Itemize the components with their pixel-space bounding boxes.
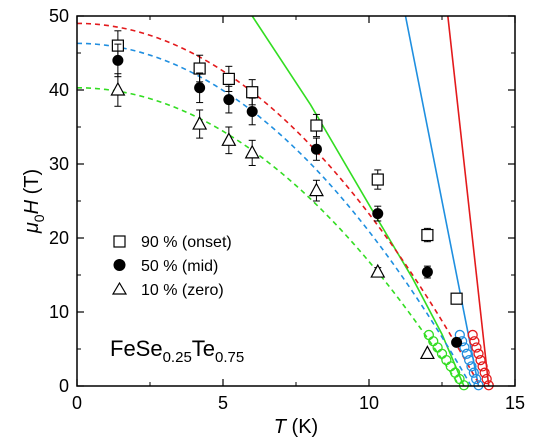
zero-point xyxy=(419,345,435,360)
y-tick-label: 50 xyxy=(49,6,69,26)
plot-frame xyxy=(76,15,516,387)
low-field-point xyxy=(471,373,482,385)
y-tick-label: 0 xyxy=(59,376,69,396)
legend-label-onset: 90 % (onset) xyxy=(141,234,232,251)
low-field-point xyxy=(466,361,477,372)
data-points xyxy=(110,30,463,360)
zero-point xyxy=(110,81,126,96)
dashed-fit-curve xyxy=(76,86,461,387)
tick-labels: 0 5 10 15 0 10 20 30 40 50 xyxy=(49,6,525,413)
onset-point xyxy=(246,86,259,99)
legend-marker-triangle xyxy=(111,281,128,295)
low-field-point xyxy=(432,342,443,353)
onset-point xyxy=(193,62,206,75)
y-tick-label: 30 xyxy=(49,154,69,174)
low-field-point xyxy=(471,342,482,353)
low-field-point xyxy=(477,361,488,372)
compound-formula: FeSe0.25Te0.75 xyxy=(110,336,244,366)
zero-point xyxy=(308,182,324,197)
mid-point xyxy=(194,82,206,94)
solid-lines xyxy=(251,15,490,387)
low-field-point xyxy=(469,336,480,347)
solid-line xyxy=(251,15,465,387)
low-field-point xyxy=(436,348,448,359)
mid-point xyxy=(372,208,384,220)
mid-point xyxy=(310,143,322,155)
legend-marker-square xyxy=(113,235,126,248)
x-axis-title: T (K) xyxy=(274,416,318,438)
zero-point xyxy=(221,132,237,146)
dashed-fit-curve xyxy=(76,22,481,387)
axis-ticks xyxy=(76,15,516,387)
y-axis-title: μ0H (T) xyxy=(21,169,47,234)
mid-point xyxy=(246,105,258,117)
low-field-point xyxy=(459,342,470,353)
mid-point xyxy=(421,266,433,278)
mid-point xyxy=(112,54,124,66)
y-tick-label: 10 xyxy=(49,302,69,322)
onset-point xyxy=(371,173,384,186)
low-field-point xyxy=(475,354,486,366)
low-field-point xyxy=(473,348,484,359)
low-field-point xyxy=(479,367,490,378)
low-field-points xyxy=(423,329,494,391)
low-field-point xyxy=(481,373,492,385)
zero-point xyxy=(192,115,208,130)
legend-marker-circle xyxy=(113,259,126,271)
low-field-point xyxy=(467,329,478,341)
dashed-fit-curves xyxy=(76,22,481,387)
x-tick-label: 0 xyxy=(72,393,82,413)
solid-line xyxy=(447,15,490,387)
low-field-point xyxy=(464,354,475,366)
dashed-fit-curve xyxy=(76,42,472,387)
onset-point xyxy=(421,228,434,242)
low-field-point xyxy=(461,348,472,359)
legend-label-zero: 10 % (zero) xyxy=(141,282,224,299)
y-tick-label: 20 xyxy=(49,228,69,248)
x-tick-label: 15 xyxy=(505,393,525,413)
low-field-point xyxy=(423,329,435,341)
y-tick-label: 40 xyxy=(49,80,69,100)
onset-point xyxy=(222,72,235,86)
mid-point xyxy=(223,94,235,106)
legend-label-mid: 50 % (mid) xyxy=(141,258,218,275)
low-field-point xyxy=(441,354,452,366)
solid-line xyxy=(404,15,480,387)
x-tick-label: 5 xyxy=(218,393,228,413)
low-field-point xyxy=(468,367,479,378)
legend: 90 % (onset) 50 % (mid) 10 % (zero) xyxy=(111,234,232,299)
zero-point xyxy=(244,144,260,159)
zero-point xyxy=(370,263,386,278)
onset-point xyxy=(450,292,463,305)
mid-point xyxy=(451,336,463,348)
x-tick-label: 10 xyxy=(359,393,379,413)
onset-point xyxy=(310,119,323,132)
